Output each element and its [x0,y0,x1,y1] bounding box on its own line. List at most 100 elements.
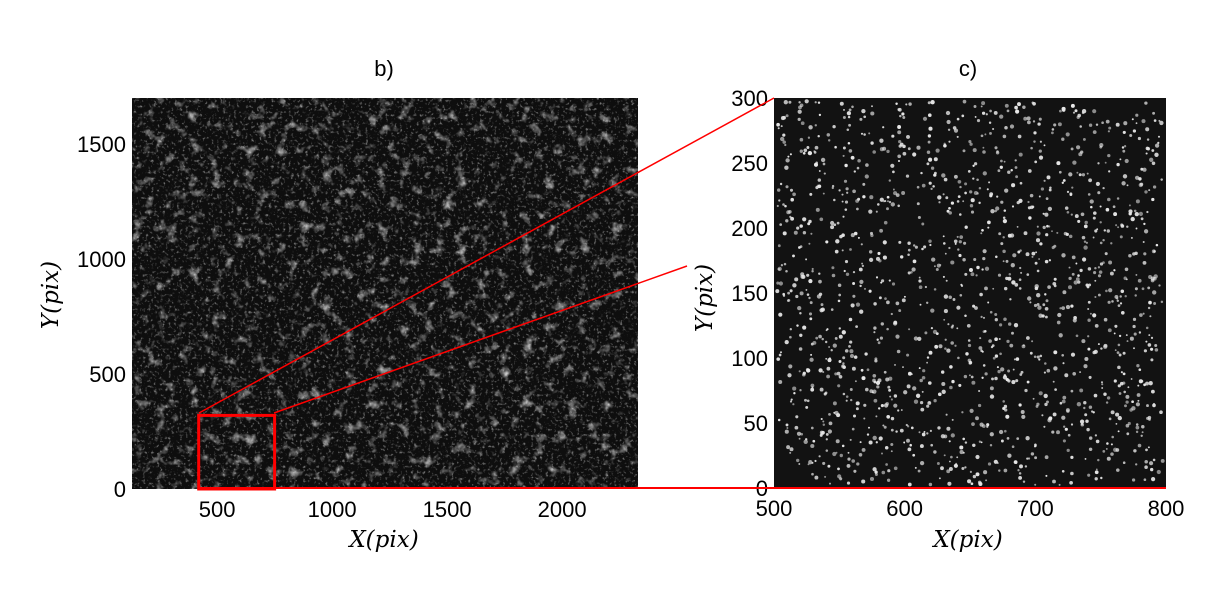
particle [1011,380,1016,385]
particle [837,467,840,471]
particle [825,449,829,452]
particle [1032,397,1035,400]
particle [897,130,902,135]
particle [1039,140,1042,143]
particle [1115,412,1120,417]
particle [1048,188,1052,192]
particle [943,318,946,321]
particle [1056,320,1061,325]
particle [1010,263,1015,268]
particle [796,226,800,230]
particle [1077,280,1081,284]
particle [1105,447,1108,450]
particle [1081,339,1086,344]
particle [1150,358,1154,362]
particle [915,393,921,398]
particle [928,350,933,355]
particle [861,376,866,381]
particle [1140,434,1143,437]
particle [1107,130,1110,133]
particle [994,376,998,381]
particle [882,255,887,260]
particle [1043,179,1046,182]
particle [1066,409,1070,413]
particle [822,162,826,166]
particle [810,443,815,449]
particle [1154,152,1159,157]
particle [929,429,933,433]
particle [875,415,878,418]
particle [945,279,948,282]
particle [843,179,848,183]
particle [865,387,869,392]
particle [857,197,861,201]
particle [968,374,971,377]
particle [994,318,998,322]
particle [798,246,801,249]
particle [1016,225,1019,228]
particle [969,204,974,208]
particle [1015,379,1019,383]
particle [994,209,997,213]
particle [999,165,1003,169]
particle [1159,410,1163,415]
particle [1076,171,1079,174]
particle [838,374,843,379]
particle [985,113,988,116]
particle [881,470,886,475]
particle [921,432,926,437]
particle [1018,198,1023,203]
particle [1075,262,1078,265]
particle [935,268,939,271]
particle [1061,181,1064,184]
particle [785,185,789,189]
particle [970,210,975,214]
particle [874,359,878,363]
particle [812,439,816,443]
particle [958,383,962,387]
particle [1029,193,1034,198]
particle [882,240,887,245]
particle [828,413,831,416]
particle [1062,290,1067,295]
particle [975,454,980,460]
particle [848,123,852,127]
particle [844,260,849,264]
particle [1070,455,1074,460]
particle [1148,418,1151,421]
particle [1036,269,1040,273]
particle [877,378,882,383]
particle [875,210,878,213]
particle [1084,356,1089,362]
particle [1116,297,1119,300]
particle [1156,469,1161,475]
particle [1083,245,1088,250]
particle [913,336,919,341]
particle [994,337,998,342]
particle [1076,402,1082,407]
particle [984,133,987,136]
particle [1019,464,1023,469]
particle [883,220,888,225]
particle [854,380,857,383]
particle [1044,455,1049,460]
particle [949,385,953,390]
particle [950,260,955,265]
particle [1140,217,1144,221]
particle [1100,347,1103,350]
particle [954,344,957,347]
particle [964,272,968,276]
particle [818,334,822,339]
particle [855,401,860,406]
particle [874,470,878,474]
particle [1048,225,1051,228]
particle [1071,186,1074,189]
particle [808,219,812,224]
particle [969,470,973,473]
particle [1109,271,1114,276]
particle [945,413,948,416]
particle [1116,351,1120,354]
particle [905,103,908,106]
particle [866,368,870,372]
